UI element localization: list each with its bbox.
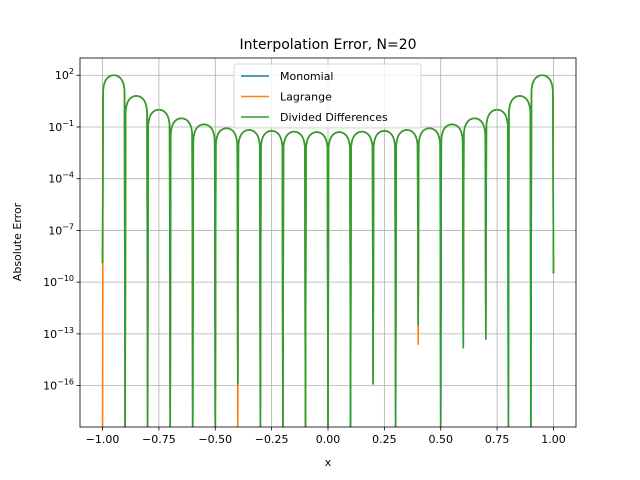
x-tick-label: −1.00 <box>86 433 120 446</box>
legend: Monomial Lagrange Divided Differences <box>233 63 422 129</box>
x-tick-label: −0.50 <box>198 433 232 446</box>
series-layer <box>101 74 555 427</box>
legend-box <box>233 63 422 129</box>
chart-title: Interpolation Error, N=20 <box>239 37 416 53</box>
x-tick-label: −0.25 <box>255 433 289 446</box>
x-tick-label: 0.50 <box>428 433 453 446</box>
legend-label-monomial: Monomial <box>280 70 334 83</box>
x-axis-ticks: −1.00 −0.75 −0.50 −0.25 0.00 0.25 0.50 0.75 1.00 <box>86 427 566 446</box>
x-tick-label: −0.75 <box>142 433 176 446</box>
y-tick-label: 10−1 <box>48 119 74 134</box>
x-tick-label: 0.25 <box>372 433 397 446</box>
legend-label-divided-differences: Divided Differences <box>280 111 388 124</box>
legend-label-lagrange: Lagrange <box>280 91 332 104</box>
y-axis-label: Absolute Error <box>11 202 24 281</box>
y-tick-label: 10−4 <box>48 171 74 186</box>
y-tick-label: 102 <box>55 67 74 82</box>
y-tick-label: 10−13 <box>43 326 74 341</box>
y-tick-label: 10−16 <box>43 378 74 393</box>
x-axis-label: x <box>325 456 332 469</box>
x-tick-label: 0.00 <box>316 433 341 446</box>
y-tick-label: 10−10 <box>43 274 74 289</box>
x-tick-label: 0.75 <box>485 433 510 446</box>
x-tick-label: 1.00 <box>541 433 566 446</box>
y-tick-label: 10−7 <box>48 222 74 237</box>
series-line-divided-differences <box>101 74 555 427</box>
y-axis-ticks: 102 10−1 10−4 10−7 10−10 10−13 10−16 <box>43 67 80 393</box>
